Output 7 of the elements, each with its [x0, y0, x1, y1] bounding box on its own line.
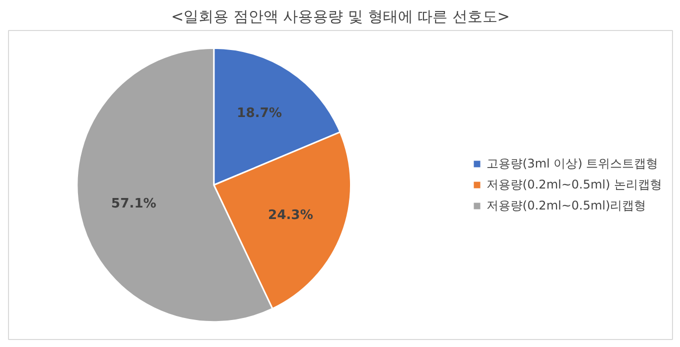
legend-label: 저용량(0.2ml~0.5ml) 논리캡형 [486, 176, 662, 193]
data-label: 57.1% [111, 196, 156, 212]
data-label: 24.3% [268, 208, 314, 224]
chart-title: <일회용 점안액 사용용량 및 형태에 따른 선호도> [171, 8, 510, 26]
data-label: 18.7% [236, 106, 282, 122]
legend-label: 고용량(3ml 이상) 트위스트캡형 [486, 155, 658, 172]
legend-label: 저용량(0.2ml~0.5ml)리캡형 [486, 197, 646, 214]
